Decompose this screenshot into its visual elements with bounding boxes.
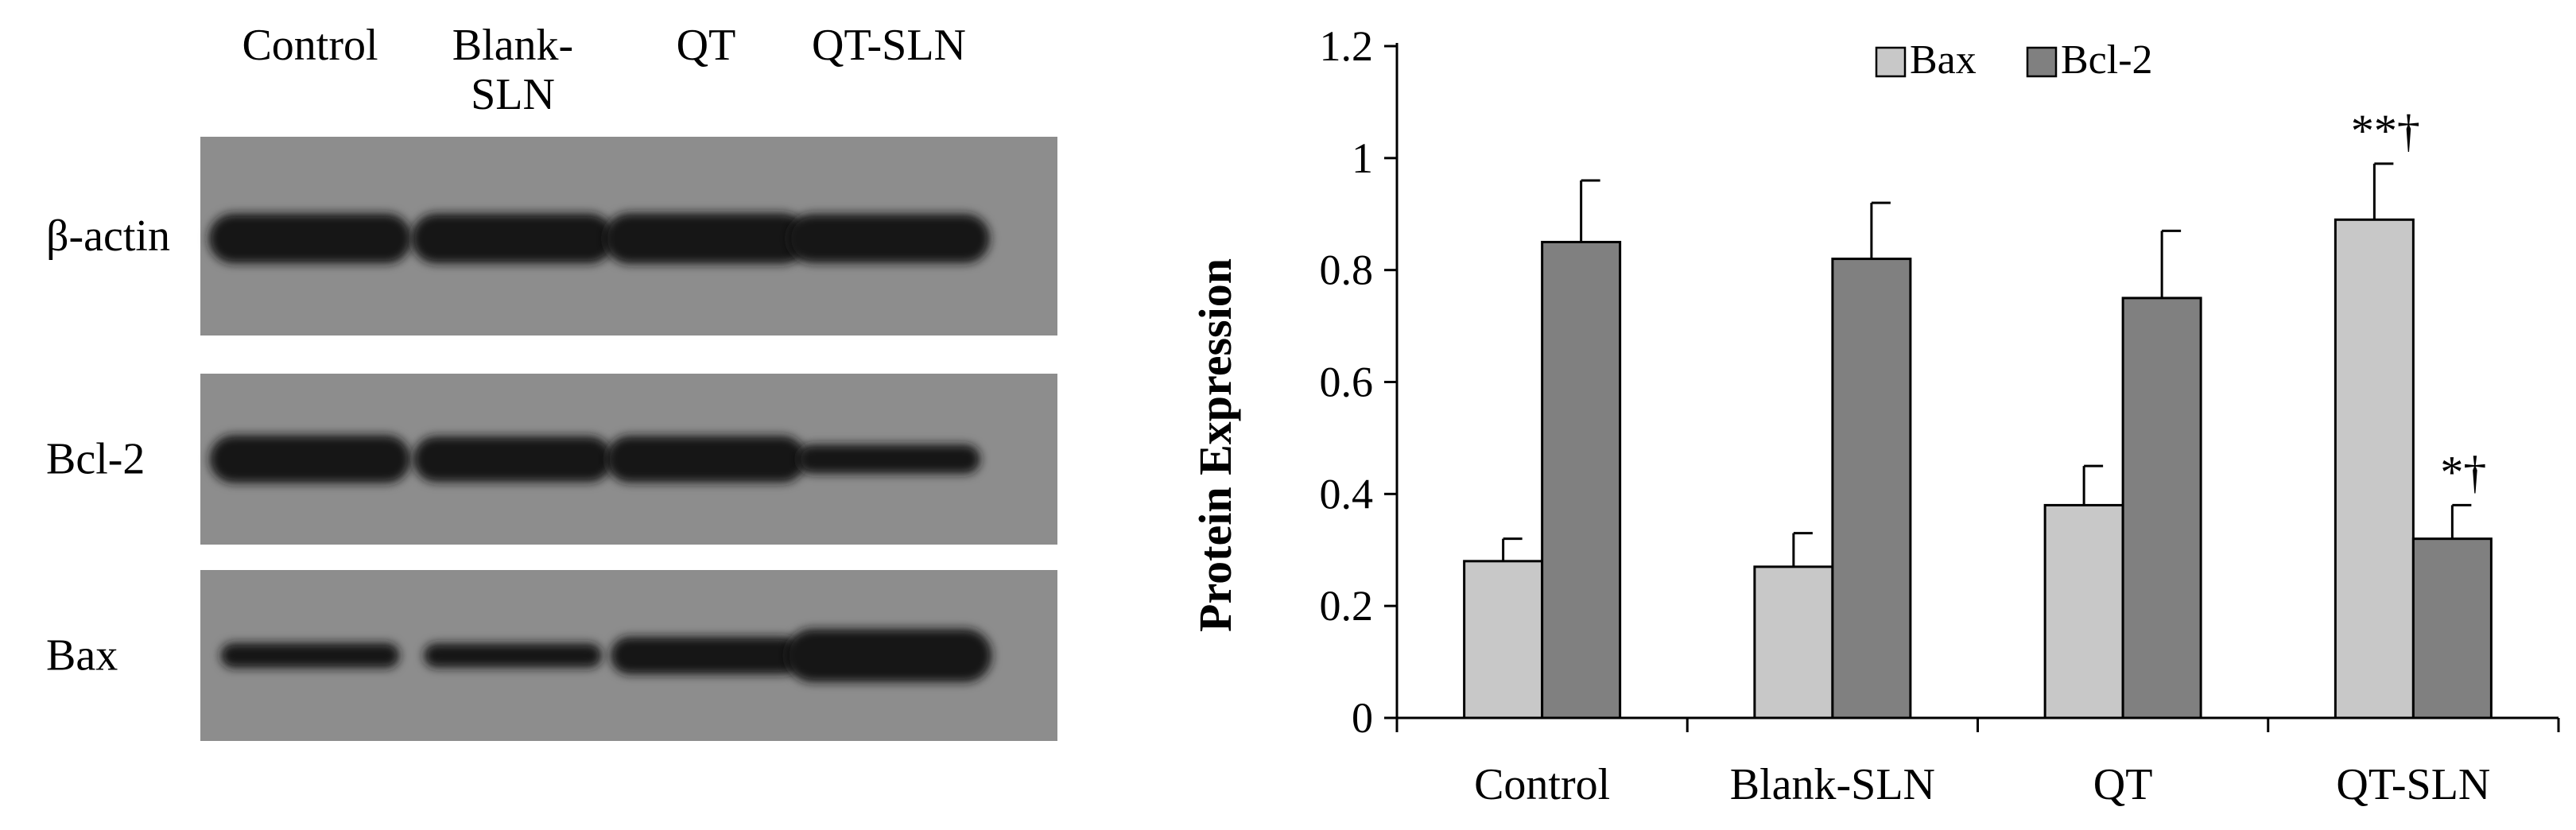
y-tick-label: 0.6	[1320, 359, 1374, 406]
x-axis-ticks: Control Blank-SLN QT QT-SLN	[1395, 718, 2560, 809]
legend-label-Bax: Bax	[1910, 37, 1977, 83]
blot-band	[604, 213, 808, 264]
y-axis-label: Protein Expression	[1189, 258, 1241, 632]
x-tick-label: Blank-SLN	[1730, 760, 1935, 809]
blot-band	[208, 213, 412, 264]
lane-label-3: QT-SLN	[812, 21, 966, 70]
bar-chart-panel: Protein Expression 0 0.2 0.4 0.6 0.8 1 1.2 **†…	[1189, 22, 2560, 809]
blot-row-label-2: Bax	[46, 631, 118, 681]
x-tick-label: QT-SLN	[2336, 760, 2490, 809]
blot-band	[209, 435, 411, 483]
blot-band	[788, 214, 990, 263]
y-tick-label: 1	[1352, 134, 1373, 182]
chart-legend: Bax Bcl-2	[1875, 37, 2153, 83]
lane-label-1-line2: SLN	[471, 70, 555, 119]
bar-Bax-QT	[2043, 503, 2124, 719]
blot-row-2: Bax	[46, 570, 1057, 741]
blot-band	[606, 436, 806, 483]
legend-swatch-Bax	[1875, 46, 1907, 78]
y-tick-label: 0.8	[1320, 246, 1374, 294]
blot-band	[611, 636, 801, 675]
blot-band	[797, 444, 980, 474]
x-tick-label: QT	[2093, 760, 2153, 809]
y-axis-ticks: 0 0.2 0.4 0.6 0.8 1 1.2	[1320, 22, 1397, 742]
blot-rows: β-actin Bcl-2 Bax	[46, 137, 1057, 741]
y-tick-label: 0.4	[1320, 470, 1374, 518]
western-blot-panel: Control Blank- QT QT-SLN SLN β-actin Bcl-2 Bax	[46, 21, 1057, 741]
bar-Bax-Control	[1463, 560, 1544, 719]
bar-Bcl-2-Control	[1541, 240, 1622, 719]
blot-row-1: Bcl-2	[46, 374, 1057, 545]
blot-band	[786, 629, 992, 682]
error-bars	[1502, 162, 2472, 567]
blot-row-label-0: β-actin	[46, 211, 170, 261]
x-tick-label: Control	[1474, 760, 1610, 809]
bar-Bcl-2-QT-SLN	[2411, 537, 2493, 719]
bar-Bcl-2-Blank-SLN	[1831, 258, 1912, 719]
blot-band	[411, 213, 615, 264]
blot-row-label-1: Bcl-2	[46, 435, 145, 484]
legend-label-Bcl-2: Bcl-2	[2061, 37, 2153, 83]
lane-label-1: Blank-	[452, 21, 573, 70]
bar-Bcl-2-QT	[2121, 297, 2202, 719]
bars	[1463, 218, 2493, 719]
blot-band	[220, 642, 400, 669]
bar-Bax-Blank-SLN	[1753, 565, 1834, 719]
lane-label-0: Control	[242, 21, 378, 70]
bar-Bax-QT-SLN	[2334, 218, 2415, 719]
blot-band	[424, 643, 602, 668]
y-tick-label: 0	[1352, 694, 1373, 742]
blot-band	[413, 436, 612, 483]
y-tick-label: 1.2	[1320, 22, 1374, 70]
significance-annotations: **† *†	[2351, 105, 2487, 498]
blot-row-0: β-actin	[46, 137, 1057, 335]
significance-mark: **†	[2351, 105, 2420, 157]
significance-mark: *†	[2440, 446, 2486, 498]
blot-lane-labels: Control Blank- QT QT-SLN SLN	[242, 21, 966, 119]
legend-swatch-Bcl-2	[2026, 46, 2058, 78]
y-tick-label: 0.2	[1320, 582, 1374, 630]
lane-label-2: QT	[677, 21, 736, 70]
